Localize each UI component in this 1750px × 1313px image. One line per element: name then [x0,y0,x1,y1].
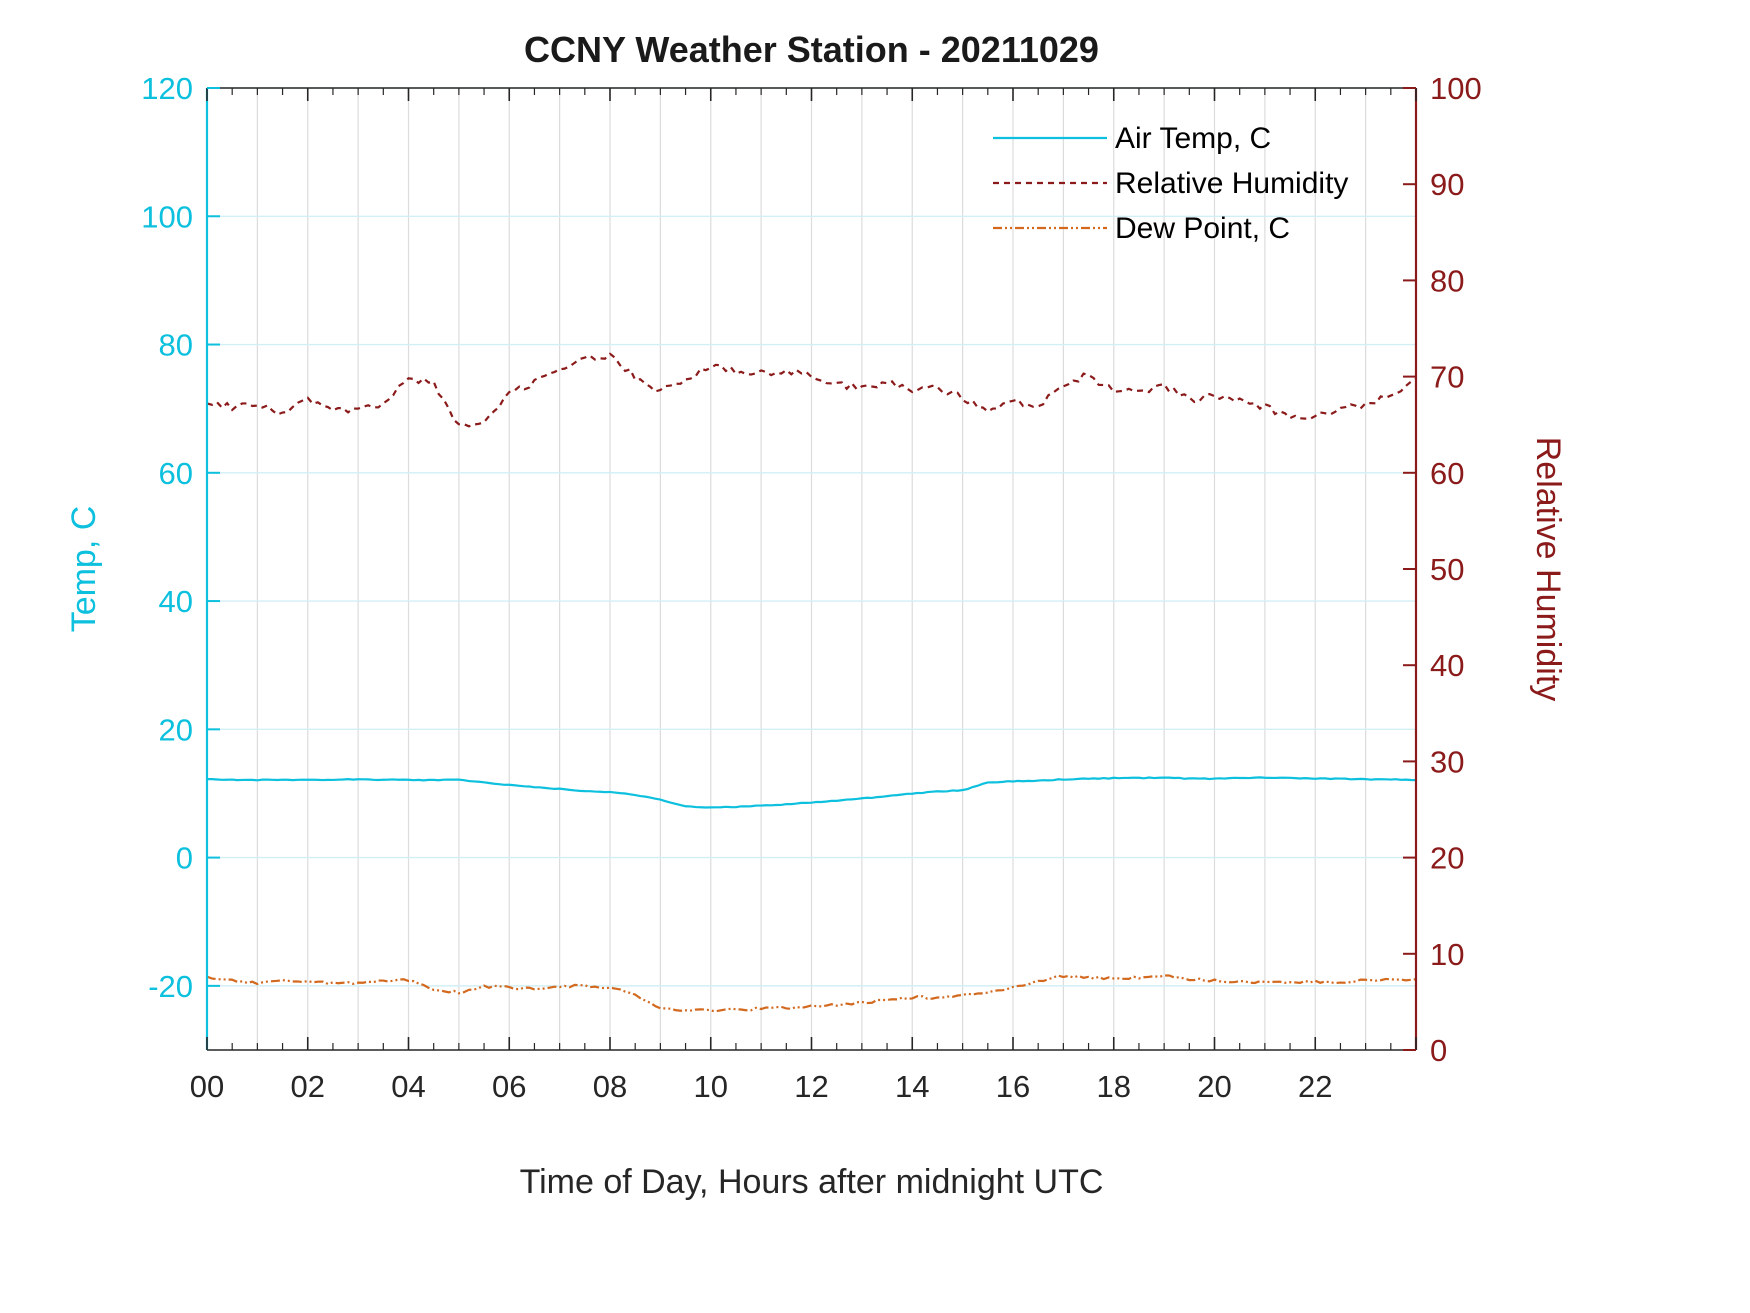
x-tick-label: 04 [391,1069,425,1104]
right-y-tick-label: 30 [1430,744,1464,779]
right-y-tick-label: 10 [1430,937,1464,972]
x-tick-label: 10 [694,1069,728,1104]
x-tick-labels: 00 02 04 06 08 10 12 14 16 18 20 22 [190,1069,1333,1104]
x-tick-label: 06 [492,1069,526,1104]
series-dew-point-c [206,974,1417,1013]
right-y-tick-label: 0 [1430,1033,1447,1068]
left-y-tick-label: -20 [148,969,193,1004]
x-tick-label: 16 [996,1069,1030,1104]
x-axis-ticks [206,88,1417,1050]
chart-title: CCNY Weather Station - 20211029 [524,29,1099,70]
x-tick-label: 20 [1197,1069,1231,1104]
right-y-tick-label: 80 [1430,263,1464,298]
right-y-ticks: 0 10 20 30 40 50 60 70 80 90 100 [1403,71,1482,1068]
right-y-tick-label: 40 [1430,648,1464,683]
left-y-tick-label: 120 [141,71,193,106]
legend-entry-label: Dew Point, C [1115,212,1290,245]
right-y-tick-label: 20 [1430,841,1464,876]
right-y-tick-label: 60 [1430,456,1464,491]
x-tick-label: 02 [291,1069,325,1104]
legend-entry-label: Air Temp, C [1115,122,1271,155]
left-y-tick-label: 0 [176,841,193,876]
left-y-tick-label: 80 [159,328,193,363]
left-y-ticks: -20 0 20 40 60 80 100 120 [141,71,220,1004]
legend: Air Temp, C Relative Humidity Dew Point, C [993,122,1348,245]
x-tick-label: 18 [1097,1069,1131,1104]
right-y-tick-label: 90 [1430,167,1464,202]
left-y-tick-label: 60 [159,456,193,491]
right-y-tick-label: 50 [1430,552,1464,587]
x-tick-label: 14 [895,1069,929,1104]
series-relative-humidity [206,352,1417,428]
x-tick-label: 22 [1298,1069,1332,1104]
right-y-tick-label: 100 [1430,71,1482,106]
series-air-temp-c [206,776,1417,809]
y-axis-label-left: Temp, C [65,506,103,633]
x-tick-label: 12 [794,1069,828,1104]
left-y-tick-label: 20 [159,712,193,747]
legend-entry-label: Relative Humidity [1115,167,1348,200]
right-y-tick-label: 70 [1430,360,1464,395]
x-tick-label: 00 [190,1069,224,1104]
left-y-tick-label: 100 [141,199,193,234]
left-y-tick-label: 40 [159,584,193,619]
x-tick-label: 08 [593,1069,627,1104]
series-lines [206,352,1417,1013]
y-axis-label-right: Relative Humidity [1529,437,1567,702]
x-axis-label: Time of Day, Hours after midnight UTC [520,1163,1104,1201]
